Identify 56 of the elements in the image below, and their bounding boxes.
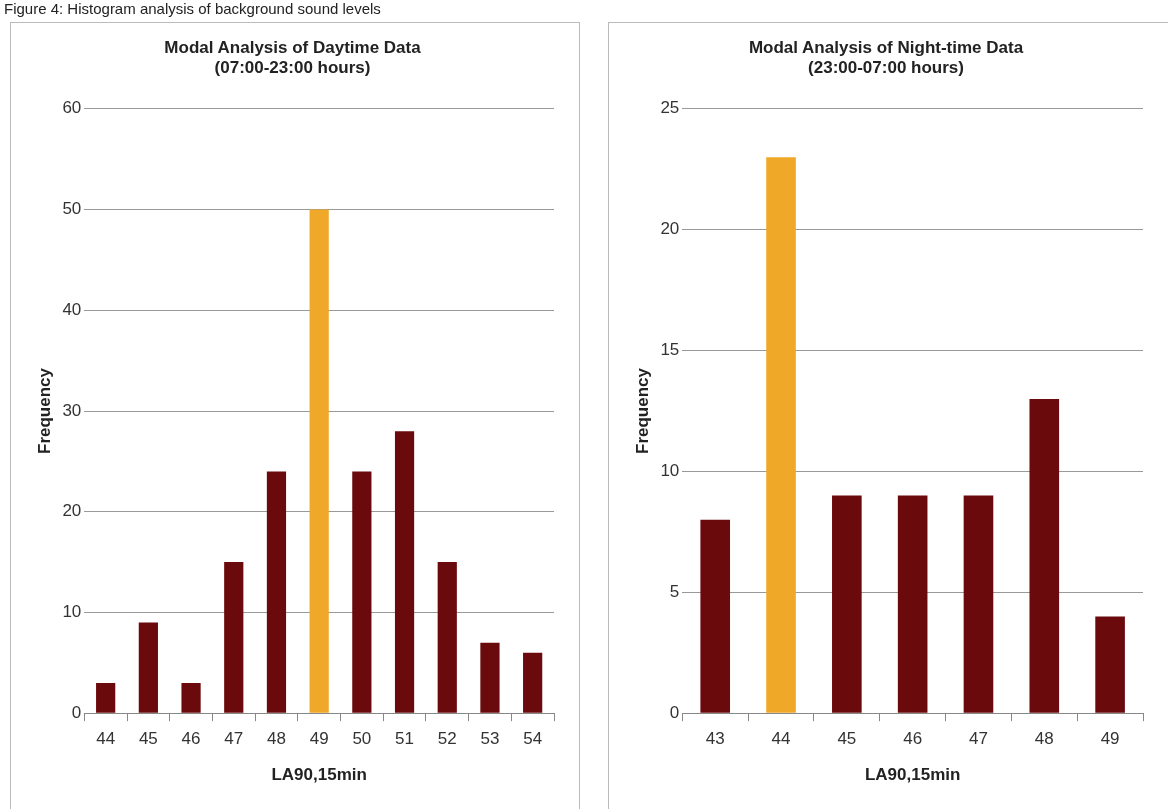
- chart-title: Modal Analysis of Night-time Data (23:00-07:00 hours): [748, 37, 1024, 78]
- y-axis-title: Frequency: [34, 367, 54, 454]
- bar: [266, 471, 287, 713]
- x-tick-label: 47: [224, 729, 244, 749]
- y-tick-label: 5: [669, 582, 680, 602]
- y-tick-label: 20: [660, 219, 680, 239]
- y-tick-label: 10: [62, 602, 82, 622]
- y-tick-label: 0: [71, 702, 82, 722]
- y-tick-label: 0: [669, 702, 680, 722]
- bar: [394, 431, 415, 713]
- x-tick-label: 44: [771, 729, 791, 749]
- bar: [352, 471, 372, 713]
- bar: [224, 562, 244, 713]
- y-axis-title: Frequency: [632, 367, 652, 454]
- bar: [1095, 616, 1125, 713]
- x-tick-label: 54: [523, 729, 543, 749]
- y-tick-label: 30: [62, 400, 82, 420]
- x-tick-label: 47: [969, 729, 988, 749]
- y-tick-label: 15: [660, 340, 680, 360]
- x-tick-label: 48: [1034, 729, 1054, 749]
- x-tick-label: 49: [309, 729, 329, 749]
- bar: [1029, 398, 1060, 713]
- bar: [523, 652, 543, 713]
- y-tick-label: 50: [62, 199, 82, 219]
- bar: [138, 622, 158, 713]
- x-axis-title: LA90,15min: [864, 765, 961, 785]
- x-tick-label: 52: [437, 729, 457, 749]
- x-tick-label: 50: [352, 729, 372, 749]
- bar: [480, 642, 500, 713]
- bar: [309, 209, 329, 713]
- x-tick-label: 45: [138, 729, 158, 749]
- x-tick-label: 53: [480, 729, 500, 749]
- bar: [437, 562, 457, 713]
- bar: [96, 682, 116, 713]
- caption: Figure 4: Histogram analysis of background sound levels: [4, 0, 381, 17]
- bar: [963, 495, 994, 713]
- x-axis-title: LA90,15min: [271, 765, 367, 785]
- x-tick-label: 45: [837, 729, 857, 749]
- bar: [897, 495, 928, 713]
- x-tick-label: 48: [266, 729, 286, 749]
- y-tick-label: 10: [660, 461, 680, 481]
- x-tick-label: 46: [903, 729, 923, 749]
- x-tick-label: 44: [96, 729, 116, 749]
- x-tick-label: 46: [181, 729, 201, 749]
- y-tick-label: 20: [62, 501, 82, 521]
- bar: [766, 157, 796, 713]
- y-tick-label: 25: [660, 98, 680, 118]
- chart-title: Modal Analysis of Daytime Data (07:00-23:00 hours): [164, 37, 422, 78]
- bar: [181, 682, 201, 713]
- x-tick-label: 49: [1100, 729, 1120, 749]
- bar: [832, 495, 862, 713]
- bar: [700, 519, 731, 713]
- x-tick-label: 43: [705, 729, 725, 749]
- y-tick-label: 60: [62, 98, 82, 118]
- y-tick-label: 40: [62, 299, 82, 319]
- x-tick-label: 51: [395, 729, 415, 749]
